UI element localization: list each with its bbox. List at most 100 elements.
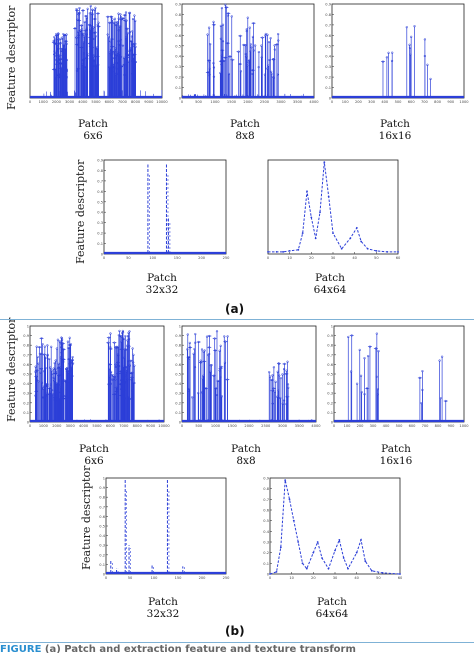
data-point: [246, 16, 249, 19]
data-point: [35, 345, 38, 348]
data-point: [327, 195, 330, 198]
data-point: [410, 35, 413, 39]
data-point: [128, 50, 131, 53]
data-point: [254, 44, 257, 47]
data-point: [397, 251, 399, 253]
data-point: [206, 33, 209, 36]
data-point: [223, 361, 227, 365]
data-point: [208, 60, 211, 63]
data-point: [276, 73, 280, 76]
data-point: [53, 35, 56, 39]
y-tick-label: 0.9: [263, 477, 269, 481]
x-tick-label: 2500: [260, 100, 270, 104]
data-point: [230, 15, 233, 18]
y-tick-label: 0.8: [97, 169, 103, 173]
data-point: [355, 551, 358, 554]
plot-frame: [269, 477, 401, 575]
y-tick-label: 0.6: [175, 34, 181, 38]
x-tick-label: 250: [223, 576, 231, 580]
y-tick-label: 0.2: [263, 551, 269, 555]
y-tick-label: 1: [103, 477, 105, 481]
data-point: [133, 14, 136, 17]
x-tick-label: 2500: [261, 424, 271, 428]
data-point: [220, 6, 224, 10]
y-tick-label: 0: [103, 573, 106, 577]
x-tick-label: 5000: [92, 424, 102, 428]
caption-a-16x16-title: Patch: [380, 118, 410, 130]
x-tick-label: 1000: [39, 100, 49, 104]
data-point: [316, 541, 319, 543]
data-point: [363, 393, 366, 396]
data-point: [281, 373, 284, 376]
data-point: [126, 32, 129, 35]
data-point: [347, 335, 350, 339]
data-point: [212, 75, 216, 78]
data-point: [268, 58, 271, 62]
data-point: [97, 21, 100, 24]
x-tick-label: 7000: [118, 100, 128, 104]
data-point: [421, 370, 424, 373]
data-point: [113, 21, 116, 25]
y-tick-label: 0.4: [325, 55, 331, 59]
y-tick-label: 0.8: [327, 344, 333, 348]
x-tick-label: 50: [126, 256, 131, 260]
x-tick-label: 4000: [309, 100, 319, 104]
data-point: [63, 51, 66, 54]
y-tick-label: 0.3: [97, 221, 103, 225]
chart-b-64x64: 0 0.1 0.2 0.3 0.4 0.5 0.6 0.7 0.8 0.9 0 10 20 30 40 50 6…: [263, 477, 403, 582]
group-label-a: (a): [225, 302, 245, 316]
data-point: [36, 355, 39, 359]
y-tick-label: 0.1: [97, 242, 103, 246]
x-tick-label: 800: [435, 424, 443, 428]
plot-svg: 00.10.20.30.40.50.60.70.80.90 10 20 30 40 50 6…: [263, 477, 403, 581]
data-point: [114, 346, 117, 349]
y-tick-label: 0.5: [327, 373, 333, 377]
chart-a-64x64: 0 10 20 30 40 50 60: [262, 159, 401, 262]
data-point: [207, 26, 211, 29]
x-tick-label: 4000: [78, 100, 88, 104]
data-point: [126, 334, 130, 338]
x-tick-label: 7000: [119, 424, 129, 428]
x-tick-label: 0: [29, 100, 32, 104]
y-tick-label: 0.4: [175, 382, 181, 386]
x-tick-label: 150: [174, 256, 182, 260]
caption-b-16x16-patch: 16x16: [379, 455, 413, 467]
y-tick-label: 0.7: [175, 353, 181, 357]
data-point: [319, 211, 321, 214]
x-tick-label: 60: [396, 256, 401, 260]
y-tick-label: 0.5: [23, 373, 29, 377]
data-point: [387, 51, 390, 55]
x-tick-label: 2000: [52, 100, 62, 104]
data-point: [53, 397, 57, 400]
data-point: [186, 348, 189, 351]
y-tick-label: 1: [331, 325, 333, 329]
y-tick-label: 0.3: [175, 392, 181, 396]
data-point: [131, 17, 135, 21]
data-point: [132, 56, 136, 60]
y-tick-label: 0.9: [325, 3, 331, 7]
x-tick-label: 300: [370, 424, 378, 428]
data-point: [269, 37, 272, 40]
x-tick-label: 10: [289, 576, 294, 580]
data-point: [272, 366, 276, 369]
x-tick-label: 500: [195, 100, 203, 104]
data-point: [269, 573, 271, 575]
data-point: [55, 58, 58, 61]
data-point: [131, 347, 134, 350]
data-point: [248, 26, 251, 29]
caption-a-32x32-patch: 32x32: [145, 284, 179, 296]
plot-frame: [267, 159, 399, 255]
data-point: [284, 479, 287, 482]
data-point: [109, 382, 113, 385]
data-point: [423, 38, 427, 41]
x-tick-label: 10000: [158, 424, 170, 428]
y-tick-label: 1: [27, 325, 29, 329]
x-tick-label: 200: [198, 256, 206, 260]
data-point: [203, 349, 206, 352]
data-point: [90, 67, 93, 71]
data-point: [128, 11, 131, 15]
x-tick-label: 30: [331, 256, 336, 260]
data-series: [182, 3, 314, 99]
data-point: [64, 367, 68, 371]
x-tick-label: 6000: [105, 100, 115, 104]
